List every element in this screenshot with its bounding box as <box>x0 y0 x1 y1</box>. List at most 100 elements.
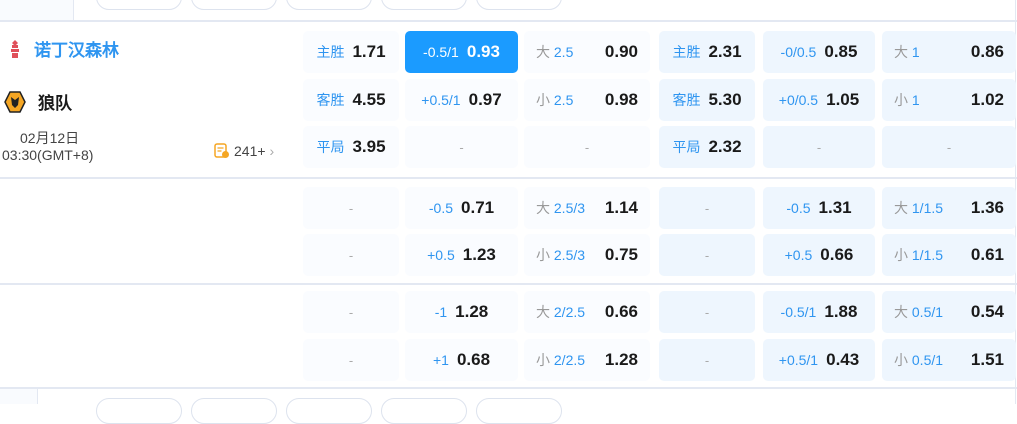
odds-value: 0.93 <box>466 42 500 61</box>
odds-line: -0.5 <box>428 200 454 216</box>
odds-line: 平局 <box>316 139 345 155</box>
odds-value: 1.05 <box>826 90 860 109</box>
odds-label: 大 2.5/3 <box>536 198 585 218</box>
odds-value: 1.71 <box>352 42 386 61</box>
odds-label: -0/0.5 <box>781 44 817 60</box>
odds-cell[interactable]: 小 1/1.5 0.61 <box>882 234 1016 276</box>
top-left-strip <box>0 0 74 20</box>
bottom-left-strip <box>0 389 38 404</box>
odds-cell[interactable]: 小 2.5 0.98 <box>524 79 650 121</box>
filter-pill[interactable] <box>381 0 467 10</box>
odds-label: 大 1 <box>894 42 920 62</box>
odds-cell[interactable]: 主胜 2.31 <box>659 31 755 73</box>
odds-cell: - <box>303 291 399 333</box>
filter-pill[interactable] <box>96 398 182 424</box>
odds-cell[interactable]: 大 2/2.5 0.66 <box>524 291 650 333</box>
filter-pill[interactable] <box>191 0 277 10</box>
filter-pill[interactable] <box>381 398 467 424</box>
odds-label: 大 0.5/1 <box>894 302 943 322</box>
odds-label: +0.5/1 <box>421 92 460 108</box>
odds-label: 平局 <box>672 137 700 157</box>
odds-line: 1 <box>911 92 920 108</box>
empty-odds: - <box>348 200 354 216</box>
filter-pill[interactable] <box>476 398 562 424</box>
odds-label: 主胜 <box>672 42 700 62</box>
odds-type: 大 <box>536 304 550 320</box>
filter-pill[interactable] <box>286 398 372 424</box>
odds-type: 大 <box>894 44 908 60</box>
odds-line: 客胜 <box>672 92 701 108</box>
odds-cell[interactable]: -0.5/1 0.93 <box>405 31 518 73</box>
odds-cell[interactable]: 平局 3.95 <box>303 126 399 168</box>
odds-type: 小 <box>536 247 550 263</box>
odds-line: -0.5/1 <box>423 44 459 60</box>
odds-line: -0.5 <box>786 200 811 216</box>
odds-cell[interactable]: -0/0.5 0.85 <box>763 31 875 73</box>
more-odds-link[interactable]: 241+ › <box>214 143 274 159</box>
away-team[interactable]: 狼队 <box>4 89 72 114</box>
odds-cell[interactable]: +0.5/1 0.43 <box>763 339 875 381</box>
odds-cell[interactable]: +1 0.68 <box>405 339 518 381</box>
odds-type: 小 <box>536 352 550 368</box>
odds-type: 大 <box>894 200 908 216</box>
odds-value: 0.85 <box>824 42 858 61</box>
odds-cell[interactable]: 客胜 4.55 <box>303 79 399 121</box>
odds-cell[interactable]: 大 0.5/1 0.54 <box>882 291 1016 333</box>
odds-label: +1 <box>433 352 449 368</box>
odds-type: 大 <box>894 304 908 320</box>
odds-label: 客胜 <box>672 90 700 110</box>
odds-line: 1/1.5 <box>911 247 944 263</box>
empty-odds: - <box>348 352 354 368</box>
odds-line: -0.5/1 <box>780 304 817 320</box>
odds-cell[interactable]: 大 2.5/3 1.14 <box>524 187 650 229</box>
odds-cell[interactable]: 大 1 0.86 <box>882 31 1016 73</box>
filter-pill[interactable] <box>191 398 277 424</box>
odds-label: 小 1/1.5 <box>894 245 943 265</box>
odds-cell[interactable]: 客胜 5.30 <box>659 79 755 121</box>
odds-cell[interactable]: 主胜 1.71 <box>303 31 399 73</box>
odds-value: 0.71 <box>461 198 495 217</box>
odds-cell[interactable]: 平局 2.32 <box>659 126 755 168</box>
filter-pill[interactable] <box>476 0 562 10</box>
home-team-name: 诺丁汉森林 <box>34 41 119 60</box>
odds-cell[interactable]: -0.5/1 1.88 <box>763 291 875 333</box>
odds-line: +0.5 <box>784 247 813 263</box>
odds-label: 小 0.5/1 <box>894 350 943 370</box>
empty-odds: - <box>348 247 354 263</box>
odds-line: 2.5/3 <box>553 200 586 216</box>
odds-label: -0.5/1 <box>423 44 459 60</box>
odds-value: 5.30 <box>708 90 742 109</box>
empty-odds: - <box>348 304 354 320</box>
odds-cell[interactable]: +0.5 0.66 <box>763 234 875 276</box>
odds-cell[interactable]: -0.5 1.31 <box>763 187 875 229</box>
odds-cell[interactable]: +0/0.5 1.05 <box>763 79 875 121</box>
odds-label: 小 2/2.5 <box>536 350 585 370</box>
odds-line: -1 <box>434 304 448 320</box>
odds-cell[interactable]: -0.5 0.71 <box>405 187 518 229</box>
home-team-logo-icon <box>11 39 19 58</box>
home-team[interactable]: 诺丁汉森林 <box>8 36 119 61</box>
odds-cell[interactable]: 小 1 1.02 <box>882 79 1016 121</box>
odds-cell[interactable]: 大 1/1.5 1.36 <box>882 187 1016 229</box>
odds-label: 小 1 <box>894 90 920 110</box>
divider <box>0 177 1017 179</box>
odds-line: +0.5 <box>427 247 455 263</box>
odds-cell: - <box>659 339 755 381</box>
odds-value: 0.66 <box>820 245 854 264</box>
odds-cell[interactable]: 小 2.5/3 0.75 <box>524 234 650 276</box>
odds-cell[interactable]: 大 2.5 0.90 <box>524 31 650 73</box>
odds-cell[interactable]: 小 0.5/1 1.51 <box>882 339 1016 381</box>
odds-cell[interactable]: 小 2/2.5 1.28 <box>524 339 650 381</box>
odds-cell[interactable]: -1 1.28 <box>405 291 518 333</box>
match-time: 03:30(GMT+8) <box>2 147 94 163</box>
odds-cell: - <box>659 291 755 333</box>
odds-cell[interactable]: +0.5 1.23 <box>405 234 518 276</box>
filter-pill[interactable] <box>286 0 372 10</box>
odds-label: 大 2/2.5 <box>536 302 585 322</box>
odds-cell[interactable]: +0.5/1 0.97 <box>405 79 518 121</box>
odds-value: 0.97 <box>468 90 502 109</box>
odds-line: +0.5/1 <box>421 92 461 108</box>
filter-pill[interactable] <box>96 0 182 10</box>
divider <box>0 20 1017 22</box>
odds-value: 1.28 <box>604 350 638 369</box>
